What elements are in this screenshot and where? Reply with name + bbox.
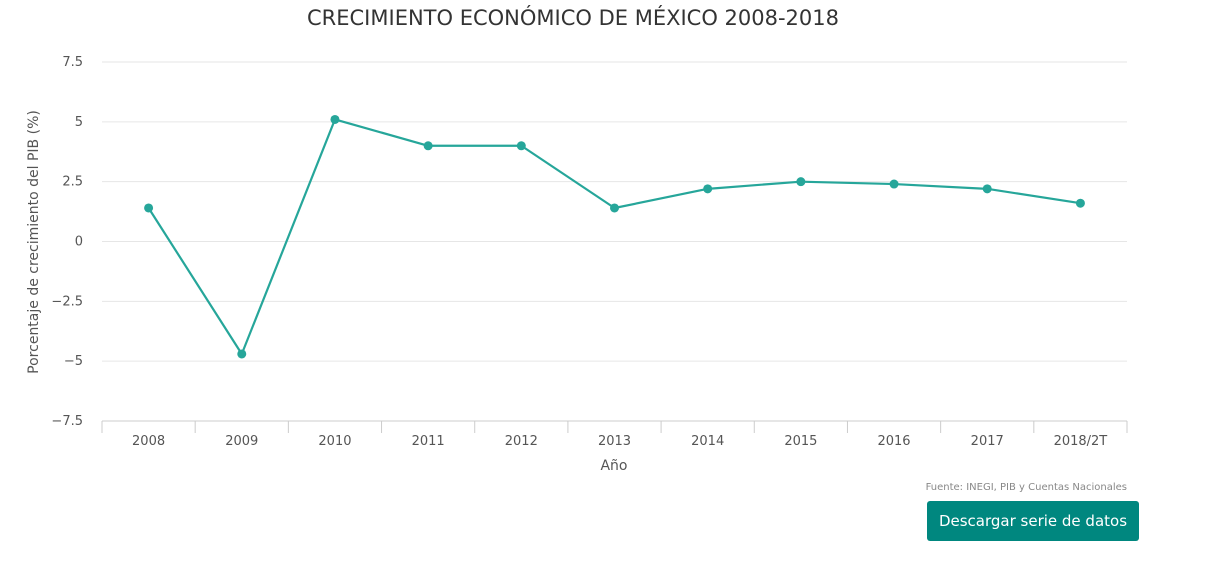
x-tick-label: 2012	[505, 434, 538, 449]
y-axis-title: Porcentaje de crecimiento del PIB (%)	[26, 110, 42, 374]
data-point	[144, 203, 154, 213]
data-point	[1075, 198, 1085, 208]
x-tick-label: 2016	[877, 434, 910, 449]
y-tick-label: −7.5	[51, 414, 83, 429]
y-tick-label: −2.5	[51, 294, 83, 309]
data-point	[889, 179, 899, 189]
data-point	[610, 203, 619, 213]
data-point	[703, 184, 713, 194]
y-tick-label: 2.5	[62, 175, 83, 190]
data-point	[330, 114, 340, 124]
x-axis-title: Año	[600, 458, 627, 474]
source-note: Fuente: INEGI, PIB y Cuentas Nacionales	[926, 482, 1127, 493]
data-point	[237, 349, 247, 359]
x-tick-label: 2018/2T	[1054, 434, 1108, 449]
data-point	[516, 141, 526, 151]
x-tick-label: 2011	[412, 434, 445, 449]
x-tick-label: 2015	[784, 434, 817, 449]
series-line	[147, 118, 1081, 356]
x-tick-label: 2008	[132, 434, 165, 449]
y-tick-label: 5	[75, 115, 83, 130]
x-tick-label: 2009	[225, 434, 258, 449]
data-point	[423, 141, 433, 151]
x-tick-label: 2017	[971, 434, 1004, 449]
x-tick-label: 2010	[318, 434, 351, 449]
chart-title: CRECIMIENTO ECONÓMICO DE MÉXICO 2008-201…	[307, 5, 839, 30]
y-tick-label: 0	[75, 235, 83, 250]
data-point	[796, 177, 806, 187]
y-tick-label: 7.5	[62, 55, 83, 70]
y-tick-label: −5	[64, 354, 83, 369]
x-tick-label: 2014	[691, 434, 724, 449]
x-tick-label: 2013	[598, 434, 631, 449]
download-data-button[interactable]: Descargar serie de datos	[927, 501, 1139, 541]
data-point	[982, 184, 992, 194]
